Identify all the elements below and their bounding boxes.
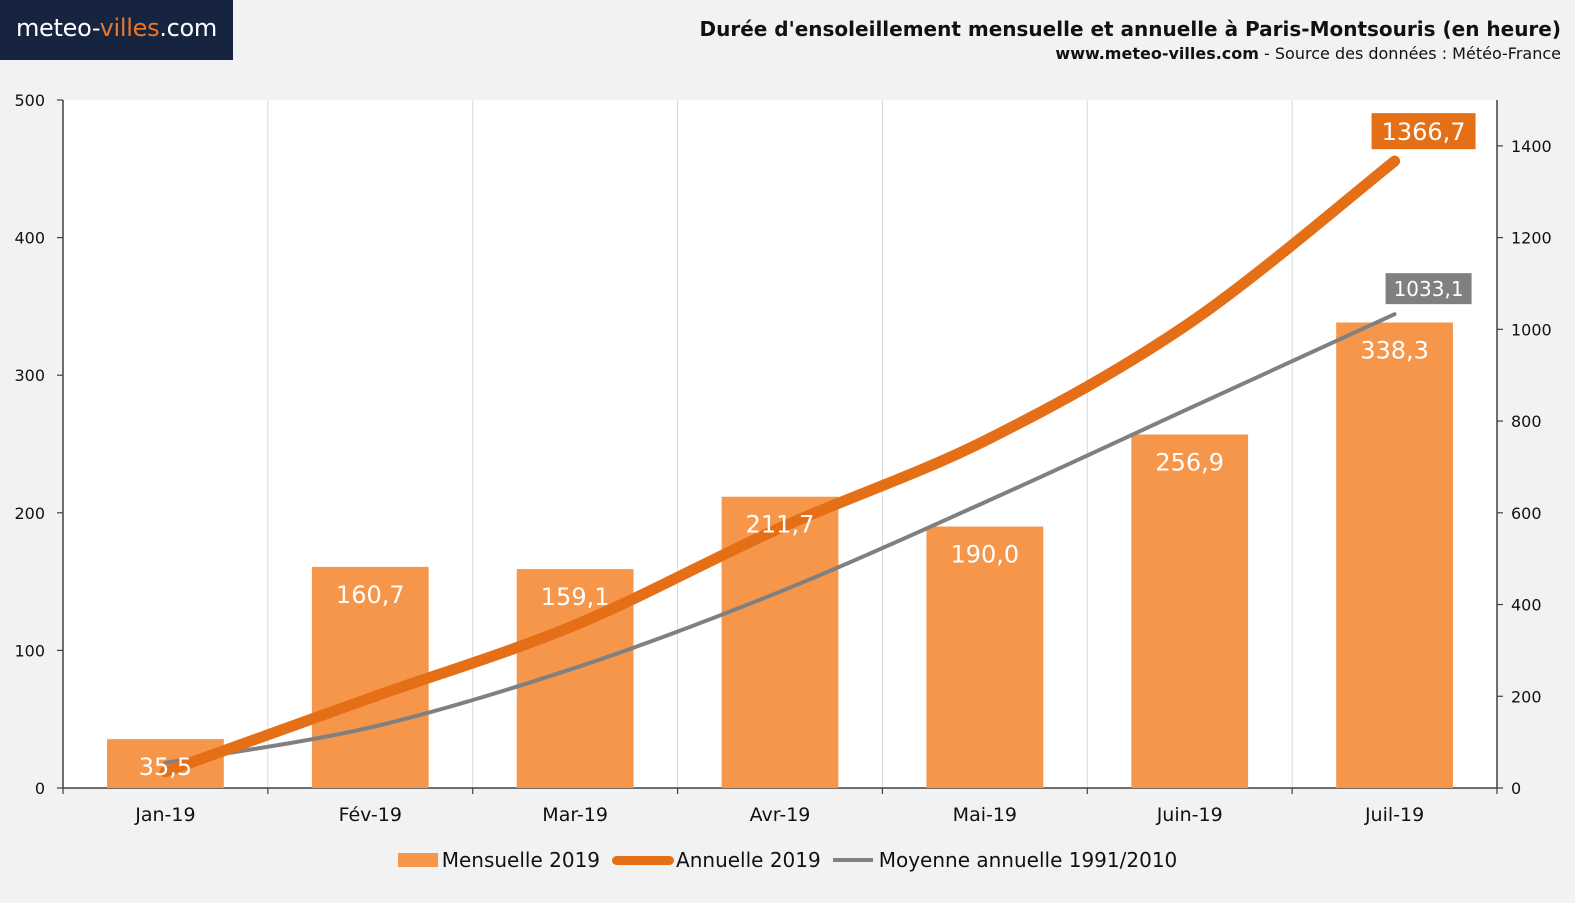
right-tick-label: 400 [1511,596,1542,615]
right-tick-label: 800 [1511,412,1542,431]
legend-item-annual: Annuelle 2019 [612,848,821,872]
site-url: www.meteo-villes.com [1055,44,1259,63]
chart-legend: Mensuelle 2019 Annuelle 2019 Moyenne ann… [0,848,1575,872]
x-tick-label: Avr-19 [750,804,811,826]
right-tick-label: 600 [1511,504,1542,523]
left-tick-label: 400 [14,229,45,248]
chart-subtitle: www.meteo-villes.com - Source des donnée… [1055,44,1561,63]
average-end-label-box [1385,273,1472,305]
right-tick-label: 0 [1511,779,1521,798]
bar [311,566,429,788]
legend-label-annual: Annuelle 2019 [676,848,821,872]
average-line [163,312,1397,765]
x-tick-label: Jan-19 [134,804,195,826]
bar-value-label: 338,3 [1360,336,1429,364]
legend-item-monthly: Mensuelle 2019 [397,848,601,872]
legend-swatch-annual [612,855,675,865]
bar [721,496,839,788]
right-tick-label: 200 [1511,687,1542,706]
bar-value-label: 35,5 [139,753,192,781]
bar [1131,434,1249,788]
x-tick-label: Juin-19 [1156,804,1223,826]
legend-swatch-average [832,858,873,862]
bar-value-label: 190,0 [950,541,1019,569]
bar-value-label: 256,9 [1155,449,1224,477]
left-tick-label: 300 [14,366,45,385]
bar [926,526,1044,788]
legend-item-average: Moyenne annuelle 1991/2010 [832,848,1178,872]
average-end-label: 1033,1 [1394,277,1464,301]
legend-swatch-monthly [397,853,438,867]
left-tick-label: 100 [14,641,45,660]
x-tick-label: Juil-19 [1364,804,1424,826]
annual-end-label-box [1371,113,1476,150]
bar-value-label: 211,7 [746,511,815,539]
chart-title: Durée d'ensoleillement mensuelle et annu… [699,17,1561,41]
x-tick-label: Mai-19 [953,804,1017,826]
x-tick-label: Fév-19 [339,804,402,826]
site-logo: meteo-villes.com [0,0,233,60]
legend-label-average: Moyenne annuelle 1991/2010 [878,848,1178,872]
x-tick-label: Mar-19 [542,804,608,826]
left-tick-label: 200 [14,504,45,523]
right-tick-label: 1200 [1511,229,1552,248]
right-tick-label: 1000 [1511,320,1552,339]
left-tick-label: 500 [14,91,45,110]
right-tick-label: 1400 [1511,137,1552,156]
bar-value-label: 159,1 [541,583,610,611]
data-source: - Source des données : Météo-France [1258,44,1561,63]
bar [1336,322,1453,788]
annual-end-label: 1366,7 [1382,118,1466,146]
legend-label-monthly: Mensuelle 2019 [441,848,601,872]
annual-line [159,155,1401,778]
bar-value-label: 160,7 [336,581,405,609]
left-tick-label: 0 [35,779,45,798]
